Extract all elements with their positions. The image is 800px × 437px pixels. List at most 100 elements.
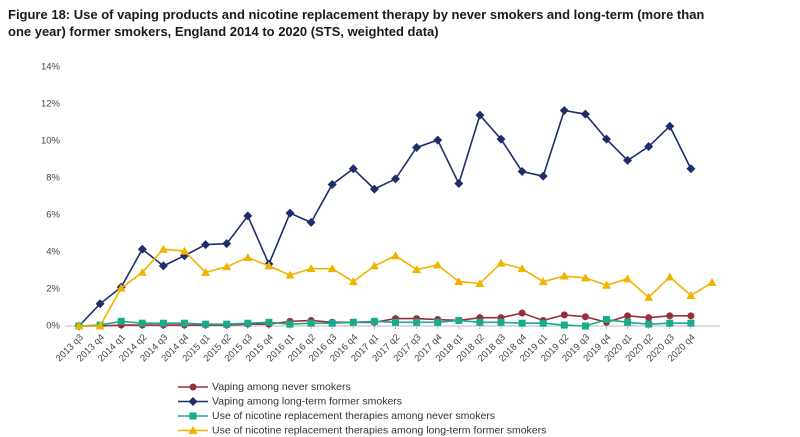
marker — [391, 251, 400, 260]
marker — [687, 312, 695, 320]
marker — [412, 142, 422, 152]
marker — [306, 217, 316, 227]
marker — [285, 270, 295, 279]
marker — [644, 292, 654, 301]
marker — [560, 321, 568, 329]
marker — [434, 318, 442, 326]
marker — [665, 121, 675, 131]
marker — [624, 312, 632, 320]
marker — [475, 278, 485, 287]
marker — [201, 240, 211, 250]
marker — [602, 134, 611, 144]
marker — [369, 184, 379, 194]
marker — [497, 318, 505, 326]
marker — [645, 320, 653, 328]
legend-label: Vaping among long-term former smokers — [212, 395, 402, 407]
legend-label: Vaping among never smokers — [212, 381, 351, 393]
marker — [391, 174, 400, 184]
marker — [518, 319, 526, 327]
legend-label: Use of nicotine replacement therapies am… — [212, 424, 546, 436]
marker — [559, 271, 569, 280]
legend-marker — [188, 426, 198, 434]
marker — [370, 317, 378, 325]
marker — [454, 277, 464, 286]
marker — [307, 319, 315, 327]
marker — [74, 321, 84, 330]
marker — [454, 179, 464, 189]
marker — [243, 211, 253, 221]
y-tick-label: 2% — [46, 284, 60, 295]
marker — [95, 321, 105, 330]
marker — [686, 290, 696, 299]
marker — [581, 322, 589, 330]
y-tick-label: 14% — [41, 62, 61, 73]
marker — [158, 261, 168, 271]
marker — [538, 277, 548, 286]
marker — [517, 264, 527, 273]
marker — [201, 267, 211, 276]
marker — [433, 260, 443, 269]
marker — [265, 318, 273, 326]
marker — [645, 314, 653, 322]
marker — [623, 274, 633, 283]
series-line — [79, 312, 691, 327]
series-line — [78, 109, 692, 327]
marker — [560, 311, 568, 319]
legend-marker — [189, 412, 197, 420]
legend-marker — [189, 383, 197, 391]
marker — [286, 320, 294, 328]
marker — [285, 208, 295, 218]
marker — [95, 299, 105, 309]
marker — [707, 278, 717, 287]
marker — [181, 319, 188, 327]
marker — [475, 110, 485, 120]
marker — [369, 261, 379, 270]
marker — [202, 320, 210, 328]
marker — [476, 318, 484, 326]
marker — [413, 318, 421, 326]
marker — [137, 267, 147, 276]
marker — [433, 135, 443, 145]
y-tick-label: 0% — [46, 321, 60, 332]
marker — [518, 309, 526, 317]
marker — [665, 272, 675, 281]
marker — [328, 319, 336, 327]
marker — [327, 179, 337, 189]
marker — [602, 280, 611, 289]
marker — [623, 155, 633, 165]
marker — [137, 244, 147, 254]
legend-label: Use of nicotine replacement therapies am… — [212, 410, 495, 422]
marker — [243, 253, 253, 262]
marker — [158, 244, 168, 253]
marker — [581, 313, 589, 321]
marker — [644, 142, 654, 152]
marker — [244, 319, 252, 327]
marker — [222, 262, 232, 271]
marker — [348, 164, 358, 174]
marker — [392, 318, 399, 326]
marker — [666, 312, 674, 320]
marker — [580, 109, 590, 119]
marker — [117, 317, 125, 325]
chart-title: Figure 18: Use of vaping products and ni… — [8, 7, 705, 39]
marker — [223, 320, 231, 328]
marker — [538, 171, 548, 181]
marker — [603, 316, 610, 324]
marker — [180, 246, 189, 255]
y-tick-label: 12% — [41, 99, 61, 110]
marker — [455, 316, 463, 324]
marker — [348, 277, 358, 286]
marker — [306, 264, 316, 273]
marker — [666, 319, 674, 327]
y-tick-label: 8% — [46, 173, 60, 184]
marker — [517, 167, 527, 177]
marker — [327, 264, 337, 273]
marker — [412, 265, 422, 274]
marker — [222, 239, 232, 249]
marker — [624, 318, 632, 326]
marker — [496, 258, 506, 267]
series-line — [78, 318, 691, 327]
y-tick-label: 10% — [41, 136, 61, 147]
